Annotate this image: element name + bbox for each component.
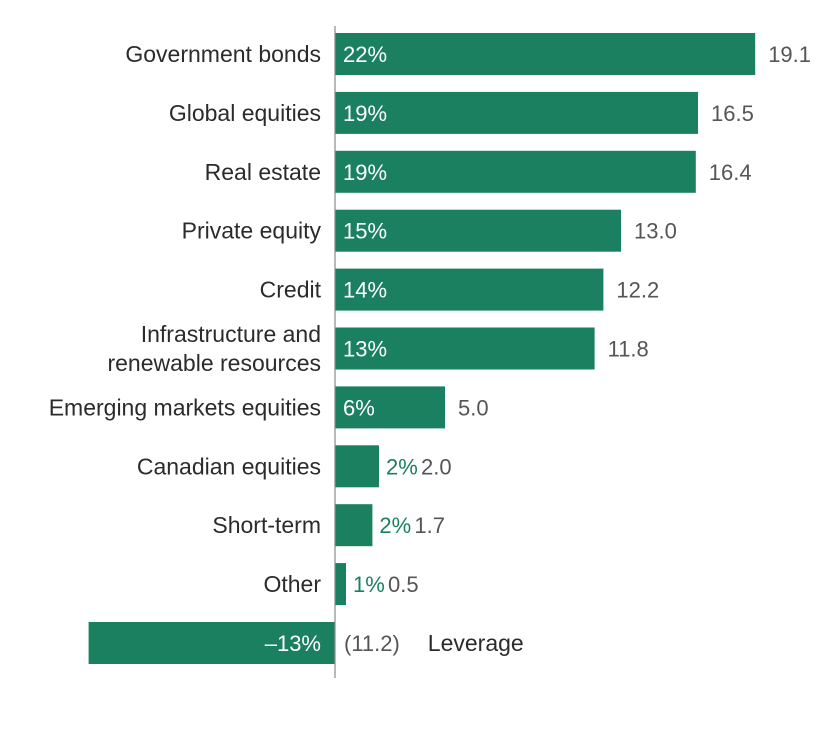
- percent-label: 1%: [353, 572, 385, 597]
- category-label: Leverage: [428, 630, 524, 656]
- value-label: 16.5: [711, 101, 754, 126]
- percent-label: 15%: [343, 219, 387, 244]
- percent-label: 14%: [343, 278, 387, 303]
- category-label: Credit: [260, 277, 322, 303]
- percent-label: 19%: [343, 101, 387, 126]
- category-label: Short-term: [212, 512, 321, 538]
- bars-layer: [88, 33, 756, 664]
- percent-label: 13%: [343, 337, 387, 362]
- bar-5: [335, 327, 595, 370]
- bar-6: [335, 386, 445, 429]
- value-label: 13.0: [634, 219, 677, 244]
- value-label: 12.2: [616, 278, 659, 303]
- value-label: 1.7: [414, 513, 445, 538]
- bar-7: [335, 445, 379, 488]
- category-label: Real estate: [205, 159, 321, 185]
- value-label: 16.4: [709, 160, 752, 185]
- percent-label: –13%: [265, 631, 321, 656]
- bar-0: [335, 33, 756, 75]
- value-label: 11.8: [608, 337, 649, 362]
- category-label: Canadian equities: [137, 453, 321, 479]
- category-label: Global equities: [169, 100, 321, 126]
- value-label: 5.0: [458, 395, 489, 420]
- bar-9: [335, 563, 346, 606]
- percent-label: 2%: [386, 454, 418, 479]
- bar-3: [335, 209, 621, 252]
- value-label: 19.1: [768, 42, 811, 67]
- value-label: (11.2): [344, 631, 400, 656]
- category-label: Emerging markets equities: [49, 394, 321, 420]
- percent-label: 6%: [343, 395, 375, 420]
- bar-4: [335, 268, 604, 311]
- bar-2: [335, 150, 696, 193]
- percent-label: 19%: [343, 160, 387, 185]
- category-label: Other: [263, 571, 321, 597]
- percent-label: 2%: [379, 513, 411, 538]
- bar-10: [88, 622, 335, 664]
- value-label: 2.0: [421, 454, 452, 479]
- bar-8: [335, 504, 373, 547]
- category-label: Infrastructure and: [141, 321, 321, 347]
- bar-1: [335, 91, 698, 134]
- value-label: 0.5: [388, 572, 419, 597]
- category-label: Private equity: [182, 218, 322, 244]
- labels-layer: 22% 19.1 Government bonds 19% 16.5 Global equ…: [49, 41, 811, 656]
- category-label: Government bonds: [125, 41, 321, 67]
- category-label: renewable resources: [107, 350, 321, 376]
- percent-label: 22%: [343, 42, 387, 67]
